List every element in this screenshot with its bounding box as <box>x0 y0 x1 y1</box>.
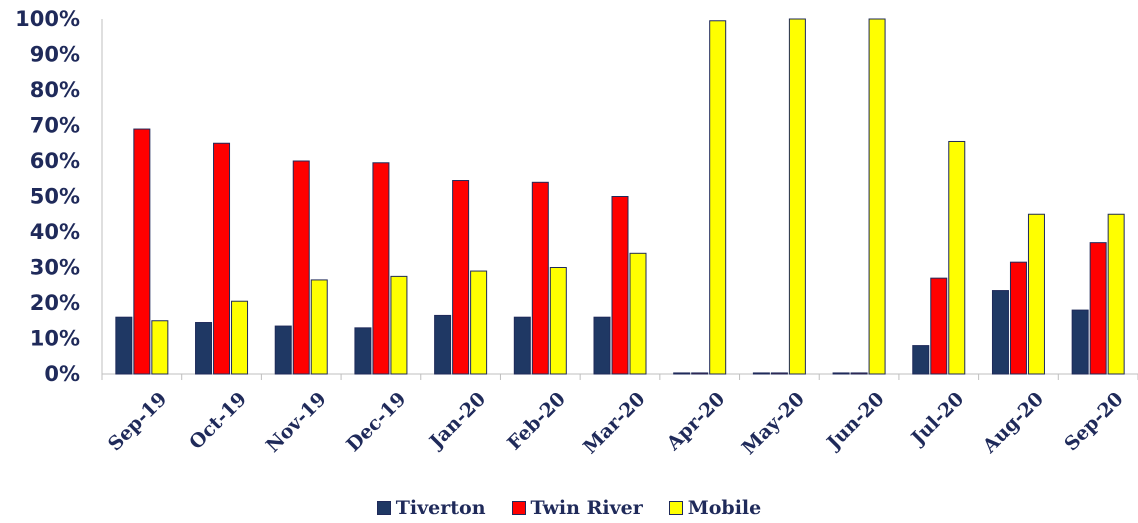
x-axis-tickmarks <box>101 374 1138 380</box>
y-axis-ticks: 0% 10% 20% 30% 40% 50% 60% 70% 80% 90% 100% <box>15 7 80 386</box>
x-tick-label: Nov-19 <box>262 388 331 457</box>
bar-mobile <box>1027 213 1045 375</box>
bars <box>115 18 1125 375</box>
bar-twin-river <box>133 128 151 375</box>
bar-tiverton <box>1071 309 1089 375</box>
x-tick-label: Sep-19 <box>104 388 171 455</box>
bar-tiverton <box>354 327 372 375</box>
bar-tiverton <box>115 316 133 375</box>
bar-twin-river <box>213 142 231 375</box>
legend-item-1: Twin River <box>511 497 643 519</box>
bar-mobile <box>470 270 488 375</box>
y-tick-label: 60% <box>30 149 80 173</box>
y-tick-label: 80% <box>30 78 80 102</box>
legend: Tiverton Twin River Mobile <box>0 497 1138 519</box>
bar-twin-river <box>1009 261 1027 375</box>
bar-tiverton <box>593 316 611 375</box>
y-tick-label: 50% <box>30 185 80 209</box>
y-tick-label: 40% <box>30 220 80 244</box>
x-tick-label: Aug-20 <box>978 388 1048 458</box>
y-tick-label: 0% <box>44 362 80 386</box>
bar-mobile <box>1107 213 1125 375</box>
bar-tiverton <box>434 314 452 375</box>
bar-twin-river <box>531 181 549 375</box>
x-tick-label: Apr-20 <box>662 388 729 455</box>
x-tick-label: Jan-20 <box>424 388 490 454</box>
bar-tiverton <box>513 316 531 375</box>
y-tick-label: 100% <box>15 7 80 31</box>
bar-twin-river <box>611 196 629 375</box>
bar-mobile <box>549 267 567 375</box>
x-tick-label: Feb-20 <box>503 388 570 455</box>
bar-twin-river <box>292 160 310 375</box>
x-tick-label: Dec-19 <box>342 388 410 456</box>
x-tick-label: Jul-20 <box>906 388 968 450</box>
bar-mobile <box>709 20 727 375</box>
legend-swatch-2 <box>668 501 683 515</box>
bar-mobile <box>390 275 408 375</box>
x-tick-label: Mar-20 <box>579 388 649 458</box>
bar-twin-river <box>372 162 390 375</box>
bar-tiverton <box>832 372 850 375</box>
bar-tiverton <box>752 372 770 375</box>
legend-label-0: Tiverton <box>395 497 486 519</box>
bar-chart: 0% 10% 20% 30% 40% 50% 60% 70% 80% 90% 100% Sep-19… <box>15 7 1138 459</box>
x-axis-ticks: Sep-19 Oct-19 Nov-19 Dec-19 Jan-20 Feb-20 Mar-… <box>104 388 1128 459</box>
y-tick-label: 90% <box>30 43 80 67</box>
y-tick-label: 10% <box>30 327 80 351</box>
legend-swatch-0 <box>376 501 391 515</box>
bar-mobile <box>629 252 647 375</box>
x-tick-label: Oct-19 <box>185 388 251 454</box>
y-tick-label: 30% <box>30 256 80 280</box>
bar-twin-river <box>850 372 868 375</box>
bar-mobile <box>948 140 966 375</box>
bar-mobile <box>868 18 886 375</box>
y-tick-label: 20% <box>30 291 80 315</box>
bar-tiverton <box>274 325 292 375</box>
bar-twin-river <box>770 372 788 375</box>
x-tick-label: May-20 <box>738 388 809 459</box>
x-tick-label: Sep-20 <box>1060 388 1127 455</box>
legend-item-2: Mobile <box>668 497 762 519</box>
bar-twin-river <box>930 277 948 375</box>
bar-twin-river <box>691 372 709 375</box>
bar-twin-river <box>452 180 470 375</box>
legend-label-1: Twin River <box>530 497 643 519</box>
legend-label-2: Mobile <box>687 497 762 519</box>
legend-swatch-1 <box>511 501 526 515</box>
y-tick-label: 70% <box>30 114 80 138</box>
bar-mobile <box>231 300 249 375</box>
bar-tiverton <box>673 372 691 375</box>
bar-mobile <box>310 279 328 375</box>
bar-mobile <box>788 18 806 375</box>
bar-tiverton <box>195 322 213 375</box>
bar-tiverton <box>912 345 930 375</box>
bar-twin-river <box>1089 242 1107 375</box>
bar-mobile <box>151 320 169 375</box>
legend-item-0: Tiverton <box>376 497 486 519</box>
bar-tiverton <box>991 290 1009 375</box>
x-tick-label: Jun-20 <box>821 388 888 455</box>
